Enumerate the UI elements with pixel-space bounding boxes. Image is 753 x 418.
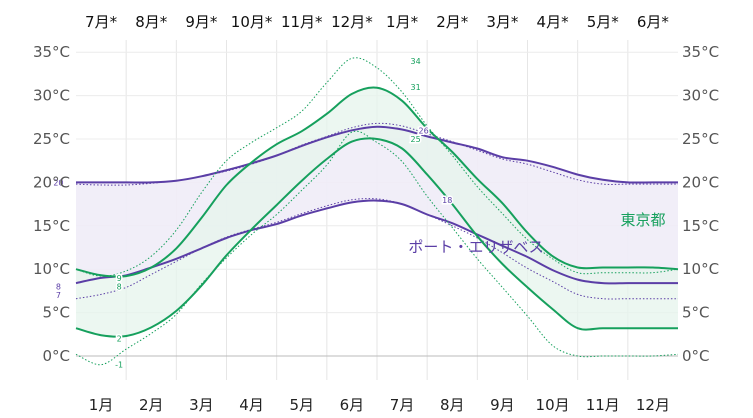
data-label-tokyo: 2 <box>117 335 122 344</box>
record-low-line-port-elizabeth <box>75 198 678 300</box>
x-top-label: 2月* <box>436 13 469 31</box>
data-label-port-elizabeth: 8 <box>56 283 61 292</box>
x-tick-label: 1月 <box>89 396 114 414</box>
y-tick-label-right: 20°C <box>682 173 719 191</box>
y-tick-label-left: 0°C <box>42 347 70 365</box>
series-label-tokyo: 東京都 <box>620 211 665 229</box>
data-label-tokyo: -1 <box>115 361 123 370</box>
y-tick-label-right: 15°C <box>682 217 719 235</box>
data-label-tokyo: 9 <box>117 274 122 283</box>
y-tick-label-right: 0°C <box>682 347 710 365</box>
y-tick-label-left: 35°C <box>33 43 70 61</box>
y-tick-label-left: 5°C <box>42 304 70 322</box>
x-top-label: 1月* <box>386 13 419 31</box>
y-tick-label-left: 20°C <box>33 173 70 191</box>
y-tick-label-left: 25°C <box>33 130 70 148</box>
avg-low-line-port-elizabeth <box>75 199 678 285</box>
y-tick-label-right: 5°C <box>682 304 710 322</box>
y-tick-label-left: 10°C <box>33 260 70 278</box>
temperature-lines <box>75 57 679 366</box>
x-top-label: 10月* <box>231 13 273 31</box>
x-top-label: 4月* <box>537 13 570 31</box>
data-label-tokyo: 8 <box>117 283 122 292</box>
x-tick-label: 5月 <box>289 396 314 414</box>
data-label-tokyo: 34 <box>411 57 421 66</box>
x-tick-label: 10月 <box>536 396 570 414</box>
x-top-label: 5月* <box>587 13 620 31</box>
avg-high-line-port-elizabeth <box>76 125 678 184</box>
x-top-label: 12月* <box>331 13 373 31</box>
x-tick-label: 8月 <box>440 396 465 414</box>
x-tick-label: 3月 <box>189 396 214 414</box>
x-axis-shifted-months: 7月* 8月* 9月* 10月* 11月* 12月* 1月* 2月* 3月* 4月* 5月* 6月* <box>85 13 669 31</box>
series-label-port-elizabeth: ポート・エリザベス <box>408 238 543 256</box>
y-tick-label-right: 10°C <box>682 260 719 278</box>
x-tick-label: 12月 <box>636 396 670 414</box>
y-tick-label-left: 15°C <box>33 217 70 235</box>
y-tick-label-left: 30°C <box>33 87 70 105</box>
y-tick-label-right: 25°C <box>682 130 719 148</box>
x-top-label: 6月* <box>637 13 670 31</box>
data-label-tokyo: 25 <box>411 135 421 144</box>
data-label-port-elizabeth: 20 <box>53 178 63 187</box>
y-axis-right: 0°C 5°C 10°C 15°C 20°C 25°C 30°C 35°C <box>682 43 719 365</box>
data-label-port-elizabeth: 7 <box>56 291 61 300</box>
band-tokyo <box>76 87 678 337</box>
y-tick-label-right: 35°C <box>682 43 719 61</box>
avg-high-line-tokyo <box>75 86 679 278</box>
x-tick-label: 11月 <box>586 396 620 414</box>
x-axis-months: 1月 2月 3月 4月 5月 6月 7月 8月 9月 10月 11月 12月 <box>89 396 670 414</box>
x-top-label: 7月* <box>85 13 118 31</box>
record-high-line-port-elizabeth <box>75 122 678 186</box>
x-tick-label: 9月 <box>490 396 515 414</box>
data-label-port-elizabeth: 26 <box>419 126 429 135</box>
temperature-bands <box>76 87 678 337</box>
x-tick-label: 2月 <box>139 396 164 414</box>
x-top-label: 3月* <box>486 13 519 31</box>
record-high-line-tokyo <box>75 57 679 277</box>
data-label-port-elizabeth: 18 <box>442 196 452 205</box>
avg-low-line-tokyo <box>75 137 678 338</box>
data-label-tokyo: 31 <box>411 83 421 92</box>
y-tick-label-right: 30°C <box>682 87 719 105</box>
x-top-label: 9月* <box>185 13 218 31</box>
x-tick-label: 7月 <box>390 396 415 414</box>
x-top-label: 8月* <box>135 13 168 31</box>
x-tick-label: 6月 <box>340 396 365 414</box>
y-axis-left: 0°C 5°C 10°C 15°C 20°C 25°C 30°C 35°C <box>33 43 70 365</box>
x-tick-label: 4月 <box>239 396 264 414</box>
record-low-line-tokyo <box>75 130 679 366</box>
x-top-label: 11月* <box>281 13 323 31</box>
